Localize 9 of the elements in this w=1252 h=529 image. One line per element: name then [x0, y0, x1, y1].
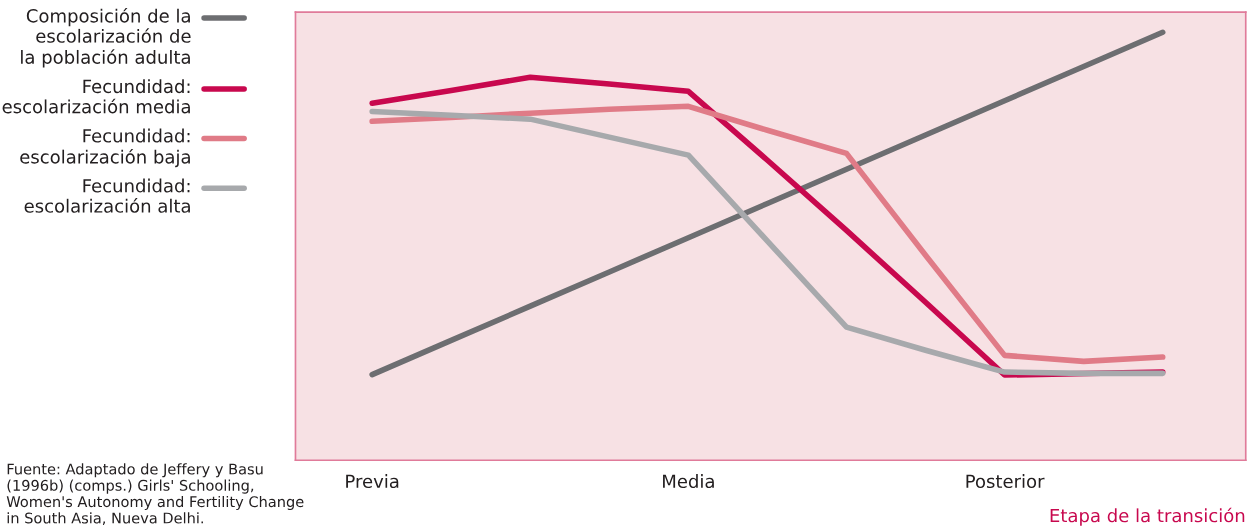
x-tick-label: Previa [346, 474, 399, 489]
source-note: Fuente: Adaptado de Jeffery y Basu (1996b) (comps.) Girls' Schooling, Women's Autonomy and Fertility Change in South Asia, Nueva Delhi. [6, 463, 304, 526]
x-axis-title: Etapa de la transición [1050, 507, 1245, 526]
legend-label: Composición de la escolarización de la población adulta [21, 7, 191, 68]
x-tick-label: Posterior [966, 474, 1045, 489]
x-tick-label: Media [663, 474, 714, 489]
legend-label: Fecundidad: escolarización media [2, 79, 190, 114]
legend-label: Fecundidad: escolarización alta [24, 178, 190, 213]
legend-label: Fecundidad: escolarización baja [20, 128, 190, 168]
